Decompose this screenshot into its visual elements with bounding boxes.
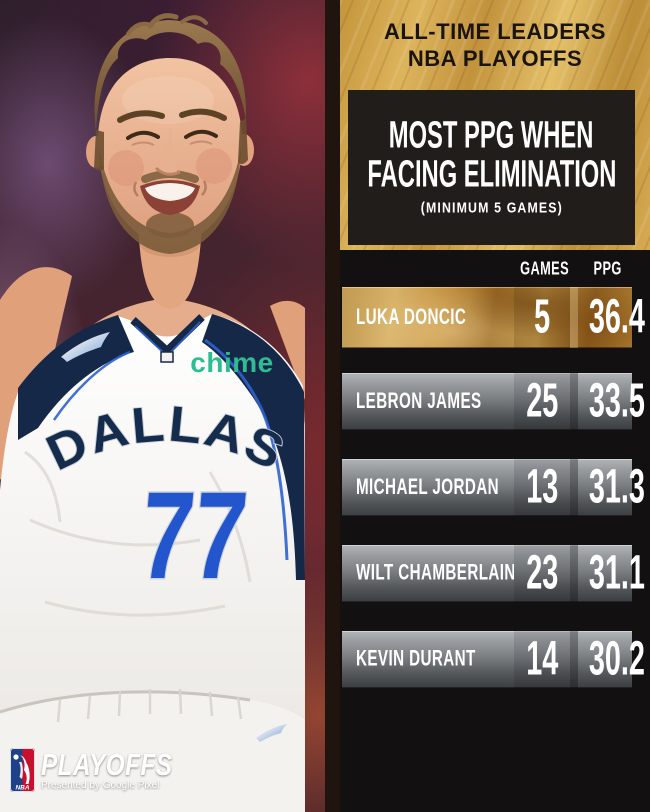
eye-right xyxy=(184,129,218,139)
title-line-1: MOST PPG WHEN xyxy=(389,112,594,156)
games-cell: 5 xyxy=(514,287,570,348)
stats-panel: ALL-TIME LEADERS NBA PLAYOFFS MOST PPG W… xyxy=(325,0,650,812)
player-name-cell: MICHAEL JORDAN xyxy=(356,474,499,499)
column-header-games: GAMES xyxy=(520,259,570,280)
nba-logo-text: NBA xyxy=(15,785,29,792)
table-row-wilt-chamberlain: WILT CHAMBERLAIN 23 31.1 xyxy=(342,545,645,602)
player-name-cell: LEBRON JAMES xyxy=(356,388,482,413)
banner-line-2: NBA PLAYOFFS xyxy=(407,46,583,71)
column-header-ppg: PPG xyxy=(593,259,622,280)
player-name-cell: WILT CHAMBERLAIN xyxy=(356,560,514,585)
nba-playoffs-lockup: NBA PLAYOFFS Presented by Google Pixel xyxy=(10,748,187,792)
leaders-table: GAMES PPG LUKA DONCIC 5 36.4 LEBRON JAME… xyxy=(340,250,650,812)
column-divider xyxy=(570,287,578,348)
games-cell: 14 xyxy=(514,631,570,688)
title-box: MOST PPG WHEN FACING ELIMINATION (MINIMU… xyxy=(348,90,635,245)
title-line-2: FACING ELIMINATION xyxy=(366,151,617,195)
player-name-cell: LUKA DONCIC xyxy=(356,304,467,329)
player-jersey: DALLAS 77 chime xyxy=(0,314,305,812)
table-row-kevin-durant: KEVIN DURANT 14 30.2 xyxy=(342,631,645,688)
eye-left xyxy=(126,130,160,140)
player-illustration: DALLAS 77 chime xyxy=(0,13,305,812)
ppg-cell: 30.2 xyxy=(588,632,645,686)
games-cell: 25 xyxy=(514,373,570,430)
beard xyxy=(99,148,241,254)
table-header: GAMES PPG xyxy=(342,255,632,285)
nike-swoosh-icon xyxy=(61,332,110,362)
table-row-lebron-james: LEBRON JAMES 25 33.5 xyxy=(342,373,645,430)
jersey-strap-right xyxy=(202,314,305,580)
ppg-cell: 31.1 xyxy=(588,546,645,600)
player-head xyxy=(86,13,254,254)
ppg-cell: 31.3 xyxy=(588,460,645,514)
player-name-cell: KEVIN DURANT xyxy=(356,646,476,671)
jersey-number: 77 xyxy=(135,467,252,605)
jersey-collar xyxy=(130,314,205,357)
jersey-sponsor-chime: chime xyxy=(190,347,273,378)
table-row-michael-jordan: MICHAEL JORDAN 13 31.3 xyxy=(342,459,645,516)
nba-logo-icon: NBA xyxy=(10,748,35,792)
jersey-strap-left xyxy=(18,315,134,440)
table-row-luka-doncic: LUKA DONCIC 5 36.4 xyxy=(342,287,645,348)
ppg-cell: 33.5 xyxy=(588,374,645,428)
games-cell: 23 xyxy=(514,545,570,602)
column-divider xyxy=(570,459,578,516)
presented-by-text: Presented by Google Pixel xyxy=(41,780,160,791)
playoffs-wordmark: PLAYOFFS xyxy=(41,748,173,782)
nike-swoosh-shorts-icon xyxy=(256,724,287,742)
banner: ALL-TIME LEADERS NBA PLAYOFFS xyxy=(340,0,650,90)
ppg-cell: 36.4 xyxy=(588,290,645,344)
title-subtitle: (MINIMUM 5 GAMES) xyxy=(420,198,563,216)
player-photo: DALLAS 77 chime xyxy=(0,0,325,812)
column-divider xyxy=(570,373,578,430)
gold-header-area: ALL-TIME LEADERS NBA PLAYOFFS MOST PPG W… xyxy=(340,0,650,250)
player-shorts xyxy=(0,691,305,812)
banner-line-1: ALL-TIME LEADERS xyxy=(384,19,606,44)
panel-left-border xyxy=(325,0,340,812)
fabric-folds xyxy=(24,450,252,617)
games-cell: 13 xyxy=(514,459,570,516)
column-divider xyxy=(570,545,578,602)
column-divider xyxy=(570,631,578,688)
